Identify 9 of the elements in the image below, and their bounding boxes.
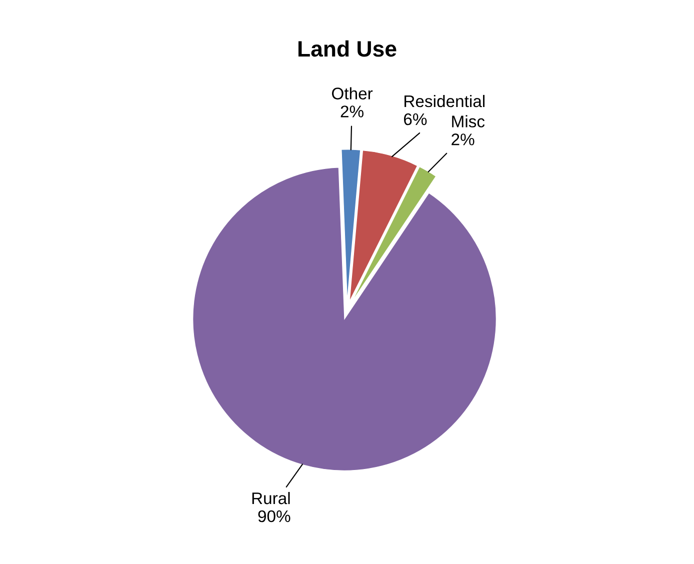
slice-label: Other bbox=[332, 87, 373, 100]
data-label: 2% bbox=[340, 106, 364, 118]
slice-label: Rural bbox=[252, 492, 290, 504]
data-label: 6% bbox=[404, 113, 427, 126]
slice-label: Misc bbox=[452, 115, 485, 128]
data-label: 2% bbox=[452, 134, 474, 146]
data-label: 90% bbox=[258, 510, 290, 522]
chart-title: Land Use bbox=[298, 40, 396, 57]
slice-label: Residential bbox=[404, 94, 485, 108]
